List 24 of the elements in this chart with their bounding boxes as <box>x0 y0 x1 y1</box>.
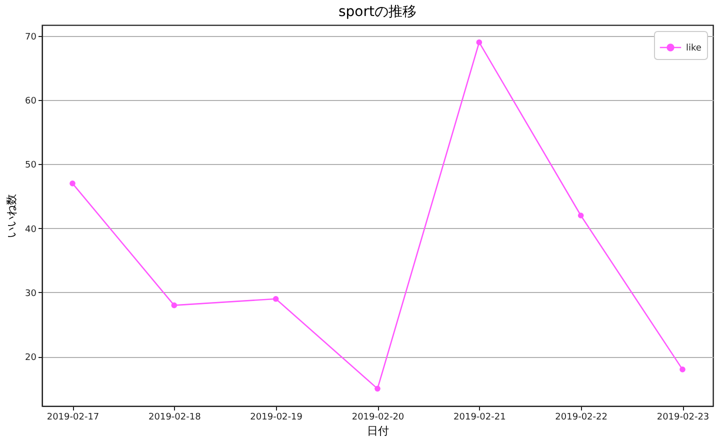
x-axis-title: 日付 <box>367 424 389 438</box>
x-tick-label: 2019-02-22 <box>555 412 608 422</box>
y-tick-label: 60 <box>25 96 37 107</box>
point <box>171 302 178 308</box>
x-tick-label: 2019-02-21 <box>454 412 506 422</box>
x-tick-label: 2019-02-23 <box>656 412 710 422</box>
x-tick-label: 2019-02-17 <box>46 412 100 422</box>
x-tick-label: 2019-02-18 <box>148 412 202 422</box>
point <box>70 180 76 186</box>
legend-label: like <box>686 44 702 54</box>
y-tick-label: 70 <box>25 32 37 42</box>
y-tick-label: 20 <box>25 353 37 364</box>
chart-title: sportの推移 <box>338 4 416 20</box>
point <box>374 386 380 392</box>
point <box>578 212 584 218</box>
point <box>476 39 482 46</box>
y-axis-title: いいね数 <box>5 194 18 238</box>
x-tick-label: 2019-02-19 <box>250 412 303 422</box>
y-tick-label: 40 <box>25 224 37 235</box>
y-tick-label: 30 <box>25 288 37 299</box>
x-tick-label: 2019-02-20 <box>352 412 404 422</box>
point <box>680 366 686 372</box>
point <box>272 296 279 302</box>
y-tick-label: 50 <box>25 160 37 171</box>
